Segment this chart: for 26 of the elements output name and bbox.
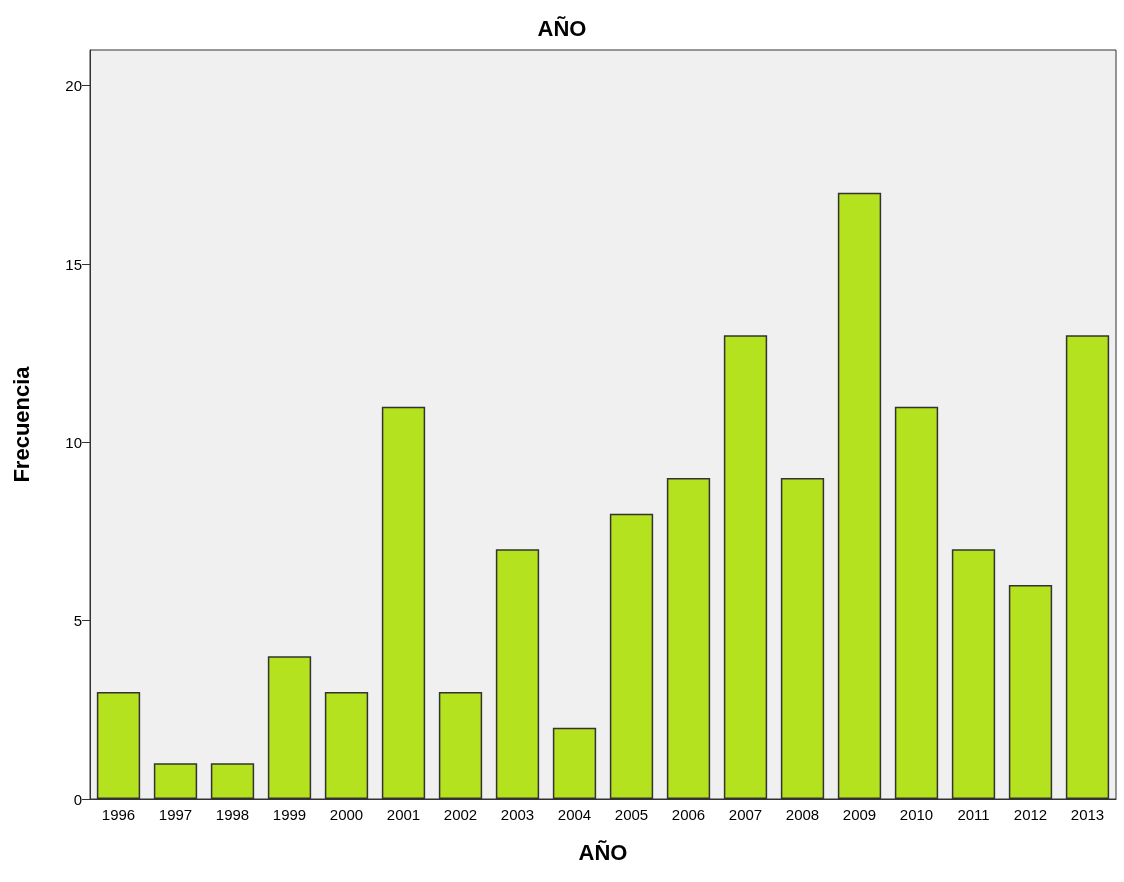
- x-tick-label: 2006: [671, 806, 706, 823]
- x-tick-label: 2005: [614, 806, 649, 823]
- x-axis-title: AÑO: [578, 839, 628, 865]
- x-tick-label: 2001: [386, 806, 421, 823]
- x-tick-label: 1997: [158, 806, 193, 823]
- x-tick-label: 1999: [272, 806, 307, 823]
- y-tick-label: 0: [73, 790, 82, 808]
- x-tick-label: 2003: [500, 806, 535, 823]
- x-tick-label: 1996: [101, 806, 136, 823]
- y-tick-label: 10: [65, 433, 82, 451]
- x-tick-label: 2011: [957, 806, 990, 823]
- y-axis-title: Frecuencia: [8, 365, 34, 483]
- x-tick-label: 2010: [899, 806, 934, 823]
- x-tick-label: 1998: [215, 806, 250, 823]
- x-tick-label: 2013: [1070, 806, 1105, 823]
- x-tick-label: 2007: [728, 806, 763, 823]
- x-tick-label: 2000: [329, 806, 364, 823]
- x-tick-label: 2009: [842, 806, 877, 823]
- y-tick-label: 5: [73, 612, 82, 630]
- y-tick-label: 15: [65, 255, 82, 273]
- x-tick-label: 2002: [443, 806, 478, 823]
- x-tick-label: 2004: [557, 806, 592, 823]
- x-tick-label: 2012: [1013, 806, 1048, 823]
- chart-title: AÑO: [537, 15, 587, 41]
- y-tick-label: 20: [65, 77, 82, 95]
- x-tick-label: 2008: [785, 806, 820, 823]
